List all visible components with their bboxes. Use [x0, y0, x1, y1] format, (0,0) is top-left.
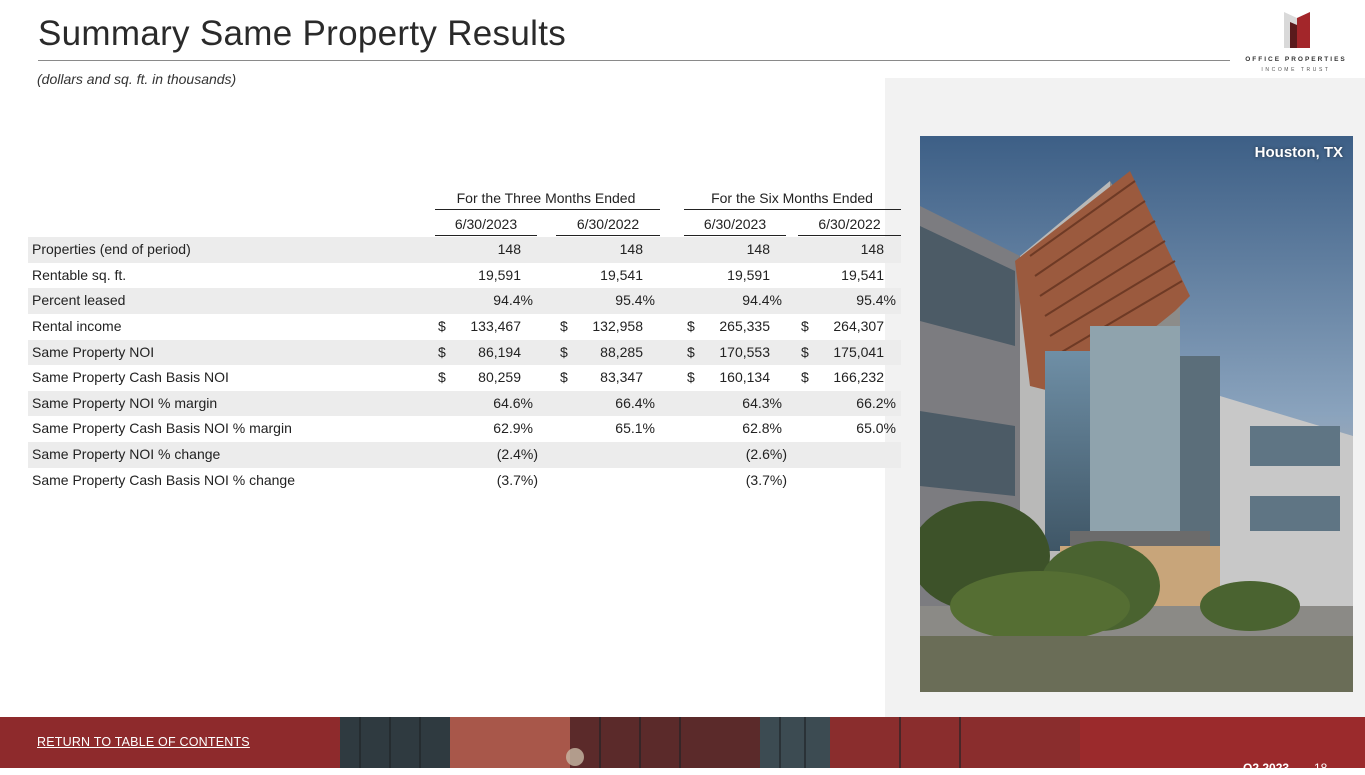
table-cell: 175,041: [833, 343, 884, 360]
logo-text-primary: OFFICE PROPERTIES: [1245, 56, 1347, 63]
table-cell: 132,958: [592, 317, 643, 334]
table-cell: 19,591: [727, 266, 770, 283]
table-cell: 19,541: [600, 266, 643, 283]
table-cell: 170,553: [719, 343, 770, 360]
same-property-table: For the Three Months Ended For the Six M…: [28, 186, 901, 493]
row-label: Properties (end of period): [32, 241, 191, 258]
footer-background: [0, 717, 1365, 768]
title-divider: [38, 60, 1230, 61]
table-row: Percent leased 94.4% 95.4% 94.4% 95.4%: [28, 288, 901, 314]
building-illustration: [920, 136, 1353, 692]
building-photo: Houston, TX: [920, 136, 1353, 692]
table-cell: 65.0%: [856, 420, 896, 437]
row-label: Rentable sq. ft.: [32, 266, 127, 283]
row-label: Same Property NOI % margin: [32, 394, 218, 411]
table-row: Same Property Cash Basis NOI $80,259 $83,3…: [28, 365, 901, 391]
group-header-six-months: For the Six Months Ended: [711, 190, 873, 206]
table-cell: 94.4%: [493, 292, 533, 309]
table-group-header: For the Three Months Ended For the Six M…: [28, 186, 901, 212]
table-cell: 19,591: [478, 266, 521, 283]
photo-caption: Houston, TX: [1254, 144, 1343, 161]
table-cell: 66.2%: [856, 394, 896, 411]
dollar-sign: $: [801, 369, 809, 386]
table-cell: 133,467: [470, 317, 521, 334]
table-row: Same Property NOI $86,194 $88,285 $170,553 $…: [28, 339, 901, 366]
table-cell: 95.4%: [856, 292, 896, 309]
table-row: Rentable sq. ft. 19,591 19,541 19,591 19,541: [28, 263, 901, 289]
group-underline: [684, 209, 901, 210]
table-cell: (2.4%): [496, 445, 538, 462]
table-body: Properties (end of period) 148 148 148 148 Re…: [28, 237, 901, 493]
table-cell: 62.8%: [742, 420, 782, 437]
footer-banner: [0, 717, 1365, 768]
dollar-sign: $: [560, 343, 568, 360]
table-cell: 166,232: [833, 369, 884, 386]
table-row: Same Property Cash Basis NOI % change (3.…: [28, 468, 901, 494]
table-cell: 64.6%: [493, 394, 533, 411]
table-cell: 148: [619, 241, 643, 258]
dollar-sign: $: [560, 317, 568, 334]
table-row: Same Property NOI % margin 64.6% 66.4% 64.3…: [28, 390, 901, 417]
dollar-sign: $: [438, 369, 446, 386]
row-label: Same Property Cash Basis NOI: [32, 369, 229, 386]
logo-text-secondary: INCOME TRUST: [1261, 67, 1331, 73]
column-header: 6/30/2022: [818, 215, 881, 232]
row-label: Same Property Cash Basis NOI % margin: [32, 420, 292, 437]
return-to-toc-link[interactable]: RETURN TO TABLE OF CONTENTS: [37, 735, 250, 749]
dollar-sign: $: [687, 369, 695, 386]
row-label: Same Property Cash Basis NOI % change: [32, 471, 296, 488]
table-cell: 88,285: [600, 343, 643, 360]
table-cell: 148: [497, 241, 521, 258]
table-cell: (2.6%): [745, 445, 787, 462]
table-cell: 80,259: [478, 369, 521, 386]
table-row: Same Property Cash Basis NOI % margin 62.…: [28, 416, 901, 442]
dollar-sign: $: [560, 369, 568, 386]
table-cell: 65.1%: [615, 420, 655, 437]
dollar-sign: $: [438, 343, 446, 360]
table-cell: 265,335: [719, 317, 770, 334]
table-cell: 94.4%: [742, 292, 782, 309]
table-cell: 66.4%: [615, 394, 655, 411]
dollar-sign: $: [801, 317, 809, 334]
table-cell: 64.3%: [742, 394, 782, 411]
row-label: Rental income: [32, 317, 122, 334]
page-number: 18: [1314, 761, 1328, 775]
page-title: Summary Same Property Results: [38, 14, 567, 53]
column-header: 6/30/2023: [454, 215, 518, 232]
table-row: Same Property NOI % change (2.4%) (2.6%): [28, 441, 901, 468]
column-underline: [556, 235, 660, 236]
column-header: 6/30/2023: [703, 215, 767, 232]
row-label: Same Property NOI: [32, 343, 155, 360]
column-header: 6/30/2022: [576, 215, 640, 232]
group-header-three-months: For the Three Months Ended: [456, 190, 636, 206]
row-label: Same Property NOI % change: [32, 445, 221, 462]
dollar-sign: $: [687, 343, 695, 360]
column-underline: [684, 235, 786, 236]
table-cell: 19,541: [841, 266, 884, 283]
table-cell: 83,347: [600, 369, 643, 386]
table-cell: 95.4%: [615, 292, 655, 309]
table-row: Properties (end of period) 148 148 148 148: [28, 237, 901, 263]
column-underline: [798, 235, 901, 236]
table-cell: 86,194: [478, 343, 521, 360]
row-label: Percent leased: [32, 292, 126, 309]
table-cell: 62.9%: [493, 420, 533, 437]
dollar-sign: $: [438, 317, 446, 334]
page-subtitle: (dollars and sq. ft. in thousands): [37, 71, 237, 87]
table-cell: 148: [746, 241, 770, 258]
dollar-sign: $: [687, 317, 695, 334]
group-underline: [435, 209, 660, 210]
table-cell: 264,307: [833, 317, 884, 334]
column-underline: [435, 235, 537, 236]
logo-mark-icon: [1284, 12, 1310, 48]
table-cell: (3.7%): [496, 471, 538, 488]
company-logo: OFFICE PROPERTIES INCOME TRUST: [1240, 12, 1352, 76]
dollar-sign: $: [801, 343, 809, 360]
table-column-header: 6/30/2023 6/30/2022 6/30/2023 6/30/2022: [28, 212, 901, 238]
table-cell: (3.7%): [745, 471, 787, 488]
table-cell: 160,134: [719, 369, 770, 386]
table-row: Rental income $133,467 $132,958 $265,335 $26…: [28, 314, 901, 340]
footer-quarter: Q2 2023: [1243, 761, 1290, 775]
table-cell: 148: [860, 241, 884, 258]
